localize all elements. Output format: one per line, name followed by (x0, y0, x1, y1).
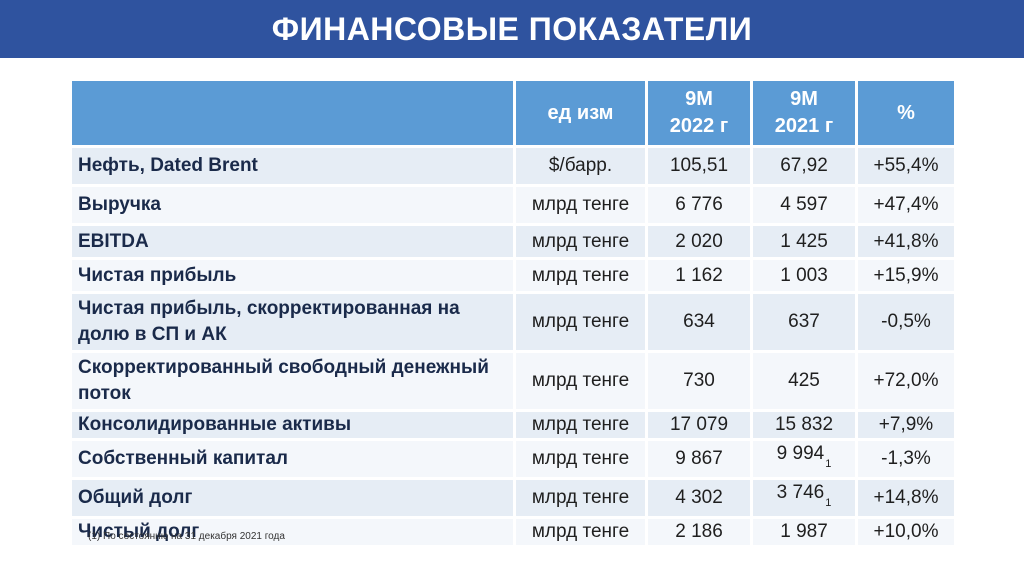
row-value-2021: 637 (750, 294, 855, 350)
row-unit: млрд тенге (513, 412, 645, 438)
row-unit: млрд тенге (513, 353, 645, 409)
footnote-marker: 1 (825, 497, 832, 509)
row-value-2022: 2 020 (645, 226, 750, 257)
row-value-2021: 1 003 (750, 260, 855, 291)
table-row: Скорректированный свободный денежный пот… (72, 353, 954, 409)
row-value-2021: 4 597 (750, 187, 855, 223)
row-percent: +47,4% (855, 187, 954, 223)
table-row: Чистая прибыль млрд тенге 1 162 1 003 +1… (72, 260, 954, 291)
row-value-2022: 634 (645, 294, 750, 350)
row-value-2022: 9 867 (645, 441, 750, 477)
row-percent: +15,9% (855, 260, 954, 291)
row-unit: млрд тенге (513, 226, 645, 257)
footnote-marker: 1 (825, 458, 832, 470)
row-unit: млрд тенге (513, 441, 645, 477)
financial-table: ед изм 9М 2022 г 9М 2021 г % Нефть, Date… (72, 78, 954, 548)
row-value-2022: 4 302 (645, 480, 750, 516)
header-indicator (72, 81, 513, 145)
row-name: Чистая прибыль, скорректированная на дол… (72, 294, 513, 350)
row-unit: млрд тенге (513, 480, 645, 516)
row-name: EBITDA (72, 226, 513, 257)
table-row: Нефть, Dated Brent $/барр. 105,51 67,92 … (72, 148, 954, 184)
row-unit: млрд тенге (513, 260, 645, 291)
row-name: Собственный капитал (72, 441, 513, 477)
row-value-2022: 105,51 (645, 148, 750, 184)
row-value-2022: 730 (645, 353, 750, 409)
row-value-2021: 1 425 (750, 226, 855, 257)
table-row: Консолидированные активы млрд тенге 17 0… (72, 412, 954, 438)
row-name: Скорректированный свободный денежный пот… (72, 353, 513, 409)
header-9m-2022: 9М 2022 г (645, 81, 750, 145)
header-unit: ед изм (513, 81, 645, 145)
row-name: Общий долг (72, 480, 513, 516)
page-title: ФИНАНСОВЫЕ ПОКАЗАТЕЛИ (271, 10, 753, 47)
row-value-2021: 1 987 (750, 519, 855, 545)
header-9m-2021: 9М 2021 г (750, 81, 855, 145)
row-percent: +41,8% (855, 226, 954, 257)
row-value-2021-text: 3 746 (776, 482, 825, 503)
row-percent: +72,0% (855, 353, 954, 409)
row-percent: +7,9% (855, 412, 954, 438)
row-unit: млрд тенге (513, 294, 645, 350)
table-row: EBITDA млрд тенге 2 020 1 425 +41,8% (72, 226, 954, 257)
row-value-2021-text: 9 994 (776, 443, 825, 464)
row-unit: $/барр. (513, 148, 645, 184)
table-row: Чистый долг млрд тенге 2 186 1 987 +10,0… (72, 519, 954, 545)
row-value-2021: 425 (750, 353, 855, 409)
table-row: Собственный капитал млрд тенге 9 867 9 9… (72, 441, 954, 477)
row-percent: -0,5% (855, 294, 954, 350)
table-row: Общий долг млрд тенге 4 302 3 7461 +14,8… (72, 480, 954, 516)
row-percent: +55,4% (855, 148, 954, 184)
table-row: Выручка млрд тенге 6 776 4 597 +47,4% (72, 187, 954, 223)
row-name: Нефть, Dated Brent (72, 148, 513, 184)
header-percent: % (855, 81, 954, 145)
row-value-2022: 6 776 (645, 187, 750, 223)
row-value-2021: 9 9941 (750, 441, 855, 477)
row-name: Выручка (72, 187, 513, 223)
row-percent: -1,3% (855, 441, 954, 477)
row-value-2022: 2 186 (645, 519, 750, 545)
header-row: ед изм 9М 2022 г 9М 2021 г % (72, 81, 954, 145)
row-percent: +10,0% (855, 519, 954, 545)
row-unit: млрд тенге (513, 187, 645, 223)
row-name: Консолидированные активы (72, 412, 513, 438)
row-value-2021: 15 832 (750, 412, 855, 438)
row-value-2021: 3 7461 (750, 480, 855, 516)
row-percent: +14,8% (855, 480, 954, 516)
row-name: Чистая прибыль (72, 260, 513, 291)
row-value-2021: 67,92 (750, 148, 855, 184)
row-value-2022: 17 079 (645, 412, 750, 438)
row-unit: млрд тенге (513, 519, 645, 545)
footnote: (1) По состоянию на 31 декабря 2021 года (88, 531, 285, 542)
table-row: Чистая прибыль, скорректированная на дол… (72, 294, 954, 350)
row-name: Чистый долг (72, 519, 513, 545)
title-bar: ФИНАНСОВЫЕ ПОКАЗАТЕЛИ (0, 0, 1024, 58)
row-value-2022: 1 162 (645, 260, 750, 291)
